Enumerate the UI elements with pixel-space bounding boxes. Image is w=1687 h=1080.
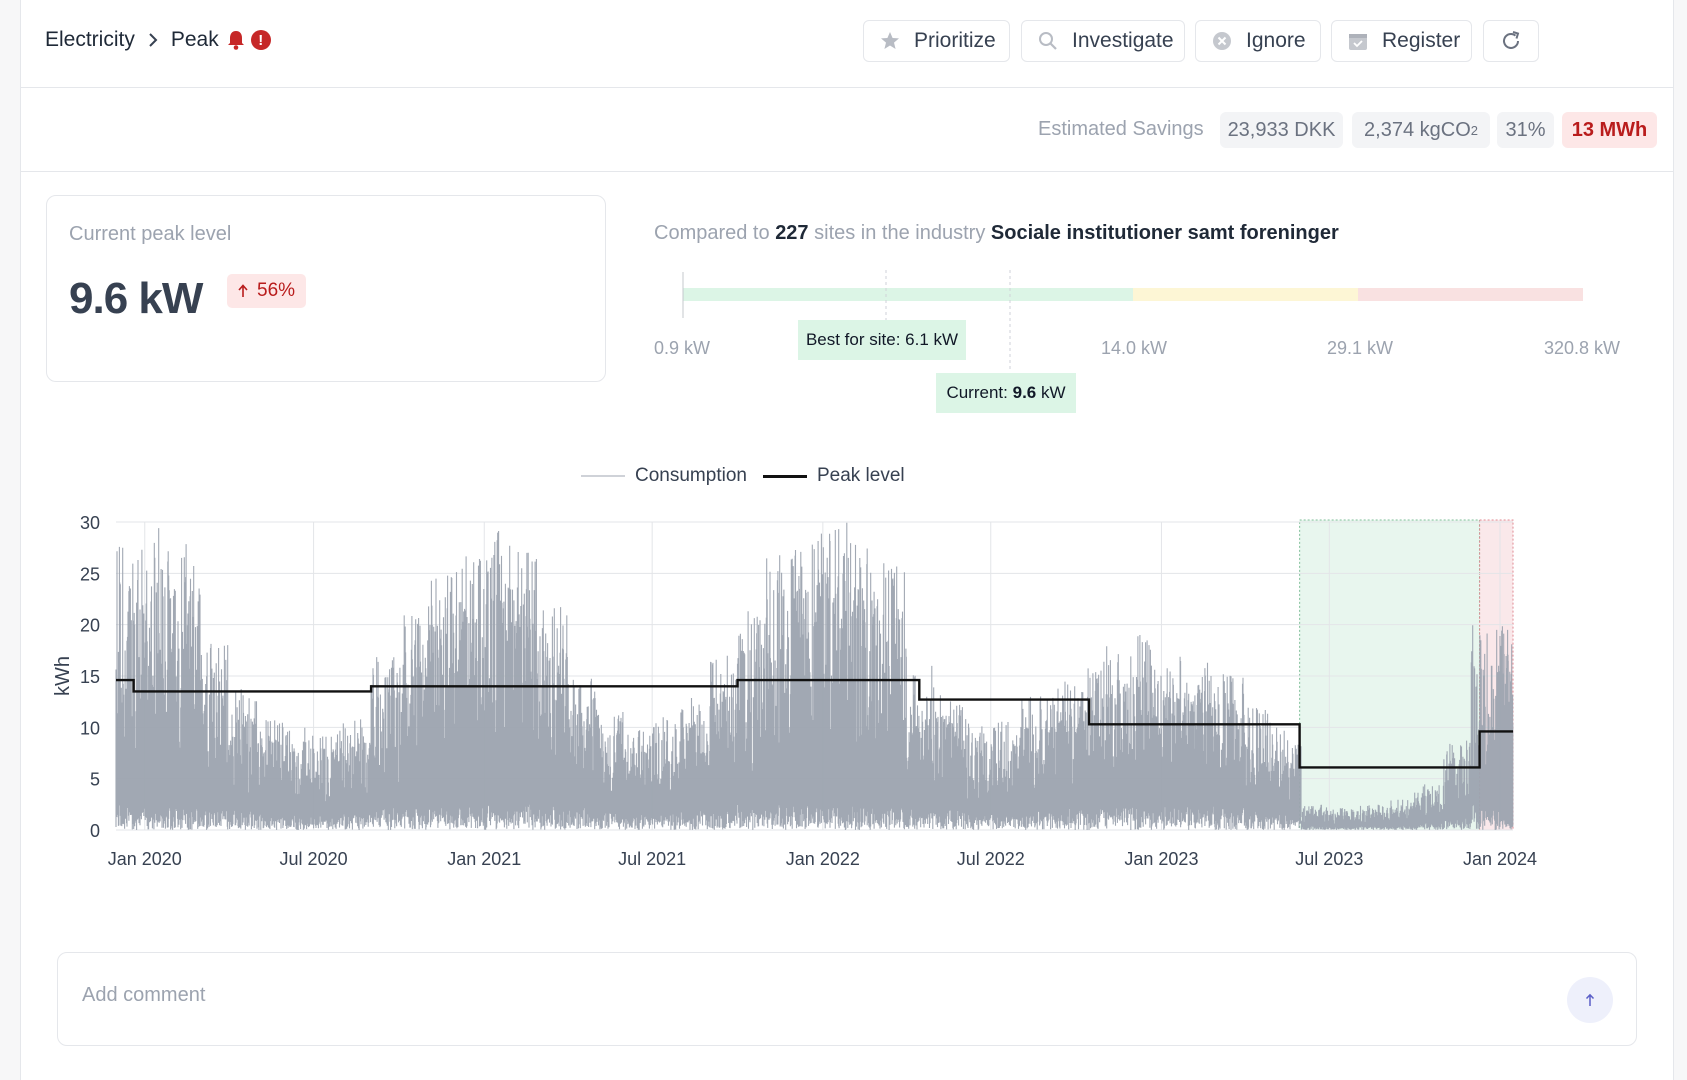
header: Electricity Peak ! Prioritize Investigat… bbox=[21, 0, 1673, 88]
savings-bar: Estimated Savings 23,933 DKK 2,374 kgCO 2… bbox=[21, 88, 1673, 172]
y-tick-label: 25 bbox=[80, 564, 100, 584]
x-tick-label: Jan 2024 bbox=[1463, 849, 1537, 869]
savings-label: Estimated Savings bbox=[1038, 118, 1204, 140]
prioritize-label: Prioritize bbox=[914, 29, 996, 52]
breadcrumb: Electricity Peak ! bbox=[45, 28, 271, 52]
x-tick-label: Jul 2023 bbox=[1295, 849, 1363, 869]
peak-change-value: 56% bbox=[257, 280, 296, 301]
chevron-right-icon bbox=[147, 32, 159, 48]
savings-energy-chip: 13 MWh bbox=[1562, 112, 1657, 148]
comparison-count: 227 bbox=[775, 222, 809, 244]
peak-level-series bbox=[116, 678, 1513, 769]
calendar-icon bbox=[1348, 31, 1368, 51]
savings-percent-chip: 31% bbox=[1497, 112, 1554, 148]
prioritize-button[interactable]: Prioritize bbox=[863, 20, 1010, 62]
legend-peak[interactable]: Peak level bbox=[816, 465, 905, 486]
chart-legend: Consumption Peak level bbox=[581, 465, 905, 487]
y-tick-label: 15 bbox=[80, 667, 100, 687]
legend-peak-swatch bbox=[762, 474, 807, 478]
register-button[interactable]: Register bbox=[1331, 20, 1472, 62]
ignore-button[interactable]: Ignore bbox=[1195, 20, 1321, 62]
bell-icon bbox=[227, 30, 245, 50]
peak-card-label: Current peak level bbox=[69, 223, 232, 245]
legend-consumption-swatch bbox=[581, 475, 625, 477]
ignore-label: Ignore bbox=[1246, 29, 1306, 52]
savings-money: 23,933 DKK bbox=[1227, 118, 1336, 141]
comparison-text: Compared to 227 sites in the industry So… bbox=[654, 222, 1339, 245]
x-tick-label: Jul 2022 bbox=[957, 849, 1025, 869]
x-tick-label: Jul 2021 bbox=[618, 849, 686, 869]
peak-level-card: Current peak level 9.6 kW 56% bbox=[46, 195, 606, 382]
y-tick-label: 0 bbox=[90, 821, 100, 841]
comment-box bbox=[57, 952, 1637, 1046]
issue-panel: Electricity Peak ! Prioritize Investigat… bbox=[20, 0, 1674, 1080]
investigate-label: Investigate bbox=[1072, 29, 1174, 52]
x-tick-label: Jan 2023 bbox=[1124, 849, 1198, 869]
x-tick-label: Jan 2021 bbox=[447, 849, 521, 869]
y-tick-label: 5 bbox=[90, 770, 100, 790]
best-for-site-marker: Best for site: 6.1 kW bbox=[798, 320, 966, 360]
benchmark-zone-medium bbox=[1133, 288, 1358, 301]
y-tick-label: 20 bbox=[80, 616, 100, 636]
arrow-up-icon bbox=[238, 284, 248, 298]
refresh-button[interactable] bbox=[1483, 20, 1539, 62]
comparison-industry: Sociale institutioner samt foreninger bbox=[990, 222, 1339, 244]
comparison-prefix: Compared to bbox=[654, 222, 770, 244]
search-icon bbox=[1038, 31, 1058, 51]
x-tick-label: Jul 2020 bbox=[280, 849, 348, 869]
breadcrumb-root[interactable]: Electricity bbox=[45, 28, 135, 51]
current-marker-value: 9.6 bbox=[1012, 383, 1037, 402]
peak-card-value: 9.6 kW bbox=[69, 274, 203, 323]
arrow-up-icon bbox=[1585, 993, 1595, 1007]
x-tick-label: Jan 2020 bbox=[108, 849, 182, 869]
y-tick-label: 30 bbox=[80, 513, 100, 533]
savings-co2: 2,374 kgCO bbox=[1364, 118, 1471, 141]
send-comment-button[interactable] bbox=[1567, 977, 1613, 1023]
savings-co2-chip: 2,374 kgCO 2 bbox=[1352, 112, 1490, 148]
benchmark-tick-1: 14.0 kW bbox=[1101, 338, 1168, 358]
y-tick-label: 10 bbox=[80, 718, 100, 738]
benchmark-tick-min: 0.9 kW bbox=[654, 338, 711, 358]
benchmark-tick-max: 320.8 kW bbox=[1544, 338, 1621, 358]
savings-energy: 13 MWh bbox=[1571, 118, 1648, 141]
consumption-series bbox=[115, 522, 1514, 830]
star-icon bbox=[880, 31, 900, 51]
close-circle-icon bbox=[1212, 31, 1232, 51]
breadcrumb-current: Peak bbox=[170, 28, 219, 51]
current-marker-unit: kW bbox=[1040, 383, 1066, 402]
alert-badge: ! bbox=[250, 30, 271, 50]
comment-input[interactable] bbox=[80, 983, 1464, 1008]
investigate-button[interactable]: Investigate bbox=[1021, 20, 1185, 62]
legend-consumption[interactable]: Consumption bbox=[635, 465, 747, 486]
savings-co2-sub: 2 bbox=[1470, 122, 1478, 138]
benchmark-zone-good bbox=[683, 288, 1133, 301]
register-label: Register bbox=[1382, 29, 1461, 52]
current-marker: Current: 9.6 kW bbox=[936, 373, 1076, 413]
benchmark-zone-bad bbox=[1358, 288, 1583, 301]
x-tick-label: Jan 2022 bbox=[786, 849, 860, 869]
benchmark-scale bbox=[682, 270, 1583, 370]
y-axis-label: kWh bbox=[52, 656, 74, 696]
current-marker-prefix: Current: bbox=[946, 383, 1008, 402]
peak-change-badge: 56% bbox=[227, 274, 307, 308]
refresh-icon bbox=[1500, 30, 1522, 52]
consumption-chart: 0 5 10 15 20 25 30 Jan 2020 Jul 2020 Jan 2021 Jul … bbox=[52, 513, 1537, 869]
benchmark-tick-2: 29.1 kW bbox=[1327, 338, 1394, 358]
savings-money-chip: 23,933 DKK bbox=[1220, 112, 1343, 148]
comparison-middle: sites in the industry bbox=[814, 222, 986, 244]
savings-percent: 31% bbox=[1505, 118, 1546, 141]
